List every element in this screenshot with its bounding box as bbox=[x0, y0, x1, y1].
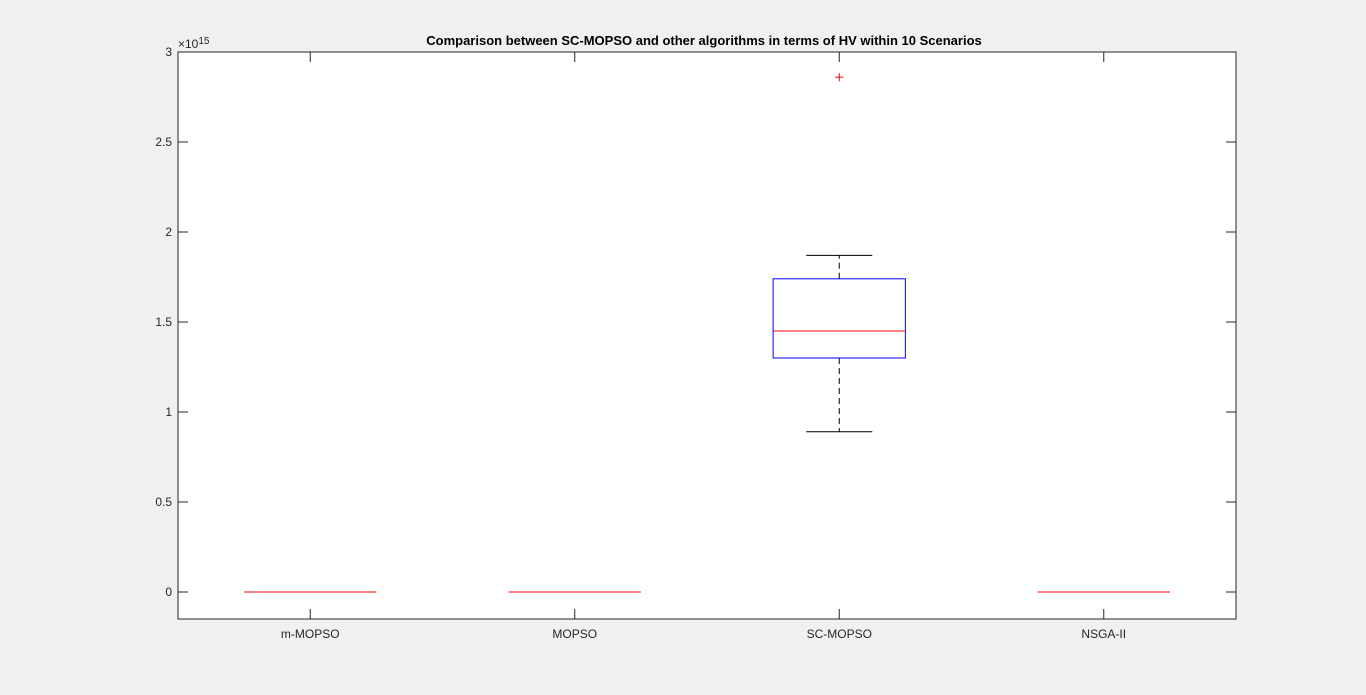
axes-background bbox=[178, 52, 1236, 619]
chart-title: Comparison between SC-MOPSO and other al… bbox=[426, 33, 981, 48]
y-tick-label: 3 bbox=[165, 45, 172, 59]
y-tick-label: 0 bbox=[165, 585, 172, 599]
y-axis-ticks: 0 0.5 1 1.5 2 2.5 3 bbox=[155, 45, 1236, 599]
box-iqr bbox=[772, 278, 906, 359]
y-exponent-label: ×1015 bbox=[178, 36, 210, 51]
x-tick-label: m-MOPSO bbox=[281, 627, 340, 641]
x-tick-label: MOPSO bbox=[552, 627, 597, 641]
y-tick-label: 1 bbox=[165, 405, 172, 419]
y-exponent-base: ×10 bbox=[178, 37, 199, 51]
y-tick-label: 2 bbox=[165, 225, 172, 239]
box-sc-mopso bbox=[772, 73, 906, 433]
x-tick-label: NSGA-II bbox=[1081, 627, 1126, 641]
y-tick-label: 0.5 bbox=[155, 495, 172, 509]
x-axis-ticks: m-MOPSO MOPSO SC-MOPSO NSGA-II bbox=[281, 52, 1126, 641]
y-exponent-power: 15 bbox=[198, 36, 210, 47]
x-tick-label: SC-MOPSO bbox=[807, 627, 872, 641]
y-tick-label: 1.5 bbox=[155, 315, 172, 329]
axes-frame bbox=[177, 51, 1237, 620]
y-tick-label: 2.5 bbox=[155, 135, 172, 149]
box-plots bbox=[244, 73, 1170, 593]
outlier-marker bbox=[835, 73, 844, 82]
